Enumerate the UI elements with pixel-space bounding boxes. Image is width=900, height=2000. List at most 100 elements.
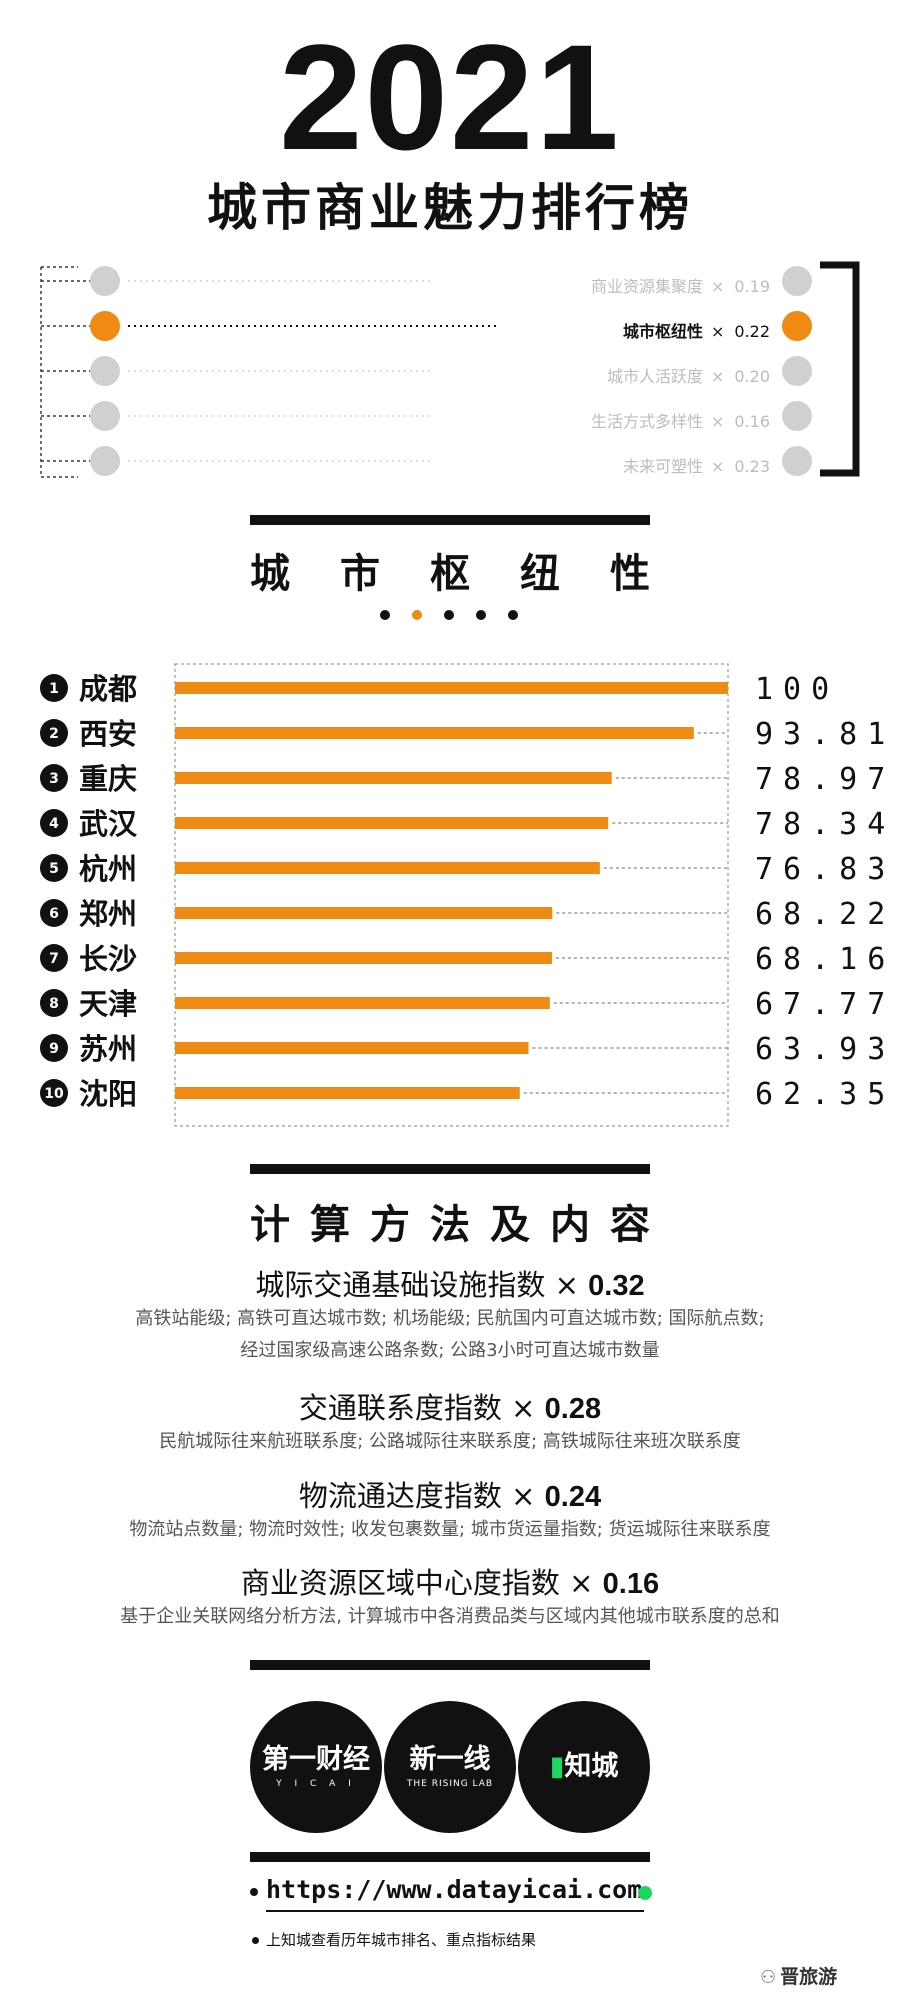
factor-left-dot: [90, 401, 120, 431]
bar: [175, 817, 609, 829]
pagination-dot: [380, 610, 390, 620]
factor-left-dot: [90, 311, 120, 341]
city-label: 苏州: [79, 1032, 137, 1066]
rank-number: 6: [49, 906, 59, 922]
method-description: 民航城际往来航班联系度; 公路城际往来联系度; 高铁城际往来班次联系度: [159, 1431, 741, 1452]
rank-badge: [40, 989, 68, 1017]
rank-number: 7: [49, 951, 59, 967]
note-bullet-icon: [252, 1937, 259, 1944]
value-label: 78.97: [755, 762, 895, 797]
factor-right-dot: [782, 401, 812, 431]
city-label: 沈阳: [79, 1077, 137, 1111]
value-label: 100: [755, 672, 839, 707]
bar: [175, 952, 552, 964]
divider-before-logos: [250, 1660, 650, 1670]
bar: [175, 682, 728, 694]
bar: [175, 1087, 520, 1099]
hub-ranking-chart: 1 成都 100 2 西安 93.81 3 重庆 78.97 4 武汉 78.34 5 杭州 76.83 6 郑…: [40, 663, 895, 1127]
method-description: 经过国家级高速公路条数; 公路3小时可直达城市数量: [240, 1340, 660, 1361]
page-title: 城市商业魅力排行榜: [207, 179, 693, 237]
bar: [175, 1042, 529, 1054]
factor-left-dot: [90, 356, 120, 386]
value-label: 67.77: [755, 987, 895, 1022]
value-label: 76.83: [755, 852, 895, 887]
rank-number: 5: [49, 861, 59, 877]
method-title: 交通联系度指数 × 0.28: [298, 1391, 602, 1425]
rank-badge: [40, 1079, 68, 1107]
watermark: ⚇ 晋旅游: [760, 1966, 838, 1988]
method-description: 基于企业关联网络分析方法, 计算城市中各消费品类与区域内其他城市联系度的总和: [120, 1606, 780, 1627]
city-label: 武汉: [79, 807, 138, 841]
rank-badge: [40, 674, 68, 702]
factor-right-dot: [782, 311, 812, 341]
pagination-dot: [412, 610, 422, 620]
rank-number: 1: [49, 681, 59, 697]
method-title: 商业资源区域中心度指数 × 0.16: [240, 1566, 660, 1600]
factor-right-dot: [782, 446, 812, 476]
factor-left-dot: [90, 266, 120, 296]
bar: [175, 772, 612, 784]
year-title: 2021: [279, 13, 621, 181]
url-underline: [266, 1910, 644, 1912]
value-label: 78.34: [755, 807, 895, 842]
section-divider-methods: [250, 1164, 650, 1174]
rank-number: 2: [49, 726, 59, 742]
factor-row-text: 未来可塑性 × 0.23: [623, 457, 770, 476]
factor-row-text: 城市人活跃度 × 0.20: [607, 367, 770, 386]
method-title: 物流通达度指数 × 0.24: [298, 1479, 602, 1513]
section-title-hub: 城市枢纽性: [250, 551, 650, 597]
chart-frame: [174, 663, 729, 1127]
rank-badge: [40, 899, 68, 927]
factor-row-text: 生活方式多样性 × 0.16: [591, 412, 770, 431]
factor-row-text: 商业资源集聚度 × 0.19: [591, 277, 770, 296]
url-bullet-icon: [250, 1888, 258, 1896]
value-label: 68.16: [755, 942, 895, 977]
factor-left-dot: [90, 446, 120, 476]
rank-number: 3: [49, 771, 59, 787]
bar: [175, 727, 694, 739]
method-description: 物流站点数量; 物流时效性; 收发包裹数量; 城市货运量指数; 货运城际往来联系…: [129, 1519, 771, 1540]
wechat-icon: ⚇: [760, 1967, 777, 1988]
city-label: 杭州: [79, 852, 137, 886]
rank-badge: [40, 944, 68, 972]
bar: [175, 997, 550, 1009]
divider-before-url: [250, 1852, 650, 1862]
rank-badge: [40, 764, 68, 792]
pagination-dot: [444, 610, 454, 620]
method-title: 城际交通基础设施指数 × 0.32: [255, 1268, 645, 1302]
logo-rising-lab: 新一线 THE RISING LAB: [384, 1701, 516, 1833]
website-link-row[interactable]: https://www.datayicai.com: [250, 1875, 650, 1912]
website-link[interactable]: https://www.datayicai.com: [266, 1875, 643, 1904]
city-label: 郑州: [79, 897, 137, 931]
method-description: 高铁站能级; 高铁可直达城市数; 机场能级; 民航国内可直达城市数; 国际航点数…: [135, 1308, 765, 1329]
rank-number: 8: [49, 996, 59, 1012]
value-label: 62.35: [755, 1077, 895, 1112]
value-label: 63.93: [755, 1032, 895, 1067]
pagination-dot: [476, 610, 486, 620]
rank-number: 9: [49, 1041, 59, 1057]
factor-row-text: 城市枢纽性 × 0.22: [623, 322, 770, 341]
rank-number: 10: [44, 1086, 64, 1102]
value-label: 68.22: [755, 897, 895, 932]
rank-badge: [40, 854, 68, 882]
factor-right-dot: [782, 266, 812, 296]
rank-number: 4: [49, 816, 59, 832]
factor-right-dot: [782, 356, 812, 386]
city-label: 长沙: [79, 942, 137, 976]
city-label: 重庆: [79, 762, 137, 796]
rank-badge: [40, 809, 68, 837]
city-label: 天津: [79, 987, 137, 1021]
rank-badge: [40, 719, 68, 747]
section-title-methods: 计算方法及内容: [250, 1202, 650, 1248]
pagination-dot: [508, 610, 518, 620]
bar: [175, 907, 553, 919]
city-label: 西安: [79, 717, 137, 751]
right-bracket: [820, 261, 860, 477]
pagination-dots: [380, 610, 520, 622]
value-label: 93.81: [755, 717, 895, 752]
green-dot-icon: [638, 1886, 652, 1900]
rank-badge: [40, 1034, 68, 1062]
bar: [175, 862, 600, 874]
city-label: 成都: [79, 672, 137, 706]
section-divider-top: [250, 515, 650, 525]
